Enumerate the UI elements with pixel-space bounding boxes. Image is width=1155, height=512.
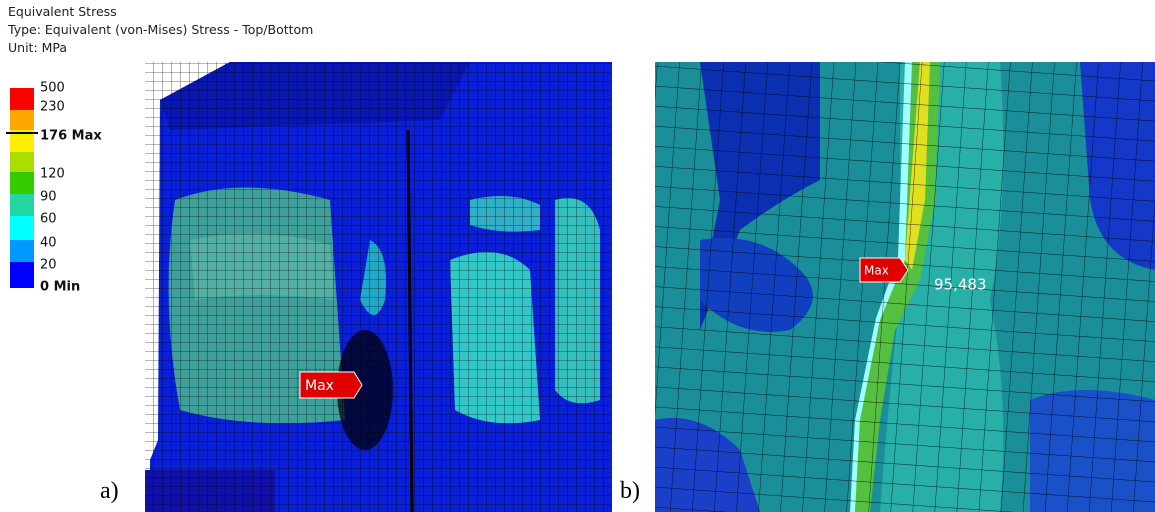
legend-label: 230 bbox=[40, 100, 65, 115]
legend-label: 120 bbox=[40, 167, 65, 182]
legend-label: 0 Min bbox=[40, 280, 80, 295]
legend-bar bbox=[6, 88, 38, 288]
panel-a-model bbox=[145, 62, 612, 512]
max-tag-label: Max bbox=[864, 264, 889, 278]
result-unit: Unit: MPa bbox=[8, 40, 67, 55]
page: Equivalent Stress Type: Equivalent (von-… bbox=[0, 0, 1155, 512]
legend-label: 20 bbox=[40, 258, 57, 273]
legend-label: 90 bbox=[40, 190, 57, 205]
probe-value: 95,483 bbox=[934, 276, 987, 294]
legend-label: 60 bbox=[40, 212, 57, 227]
legend-label: 500 bbox=[40, 81, 65, 96]
max-tag-label: Max bbox=[305, 378, 334, 394]
panel-b-model bbox=[655, 62, 1155, 512]
panel-label: a) bbox=[100, 478, 119, 504]
panel-label: b) bbox=[620, 478, 640, 504]
legend-label: 40 bbox=[40, 236, 57, 251]
result-title: Equivalent Stress bbox=[8, 4, 117, 19]
result-type: Type: Equivalent (von-Mises) Stress - To… bbox=[7, 22, 313, 37]
legend-label: 176 Max bbox=[40, 129, 102, 144]
